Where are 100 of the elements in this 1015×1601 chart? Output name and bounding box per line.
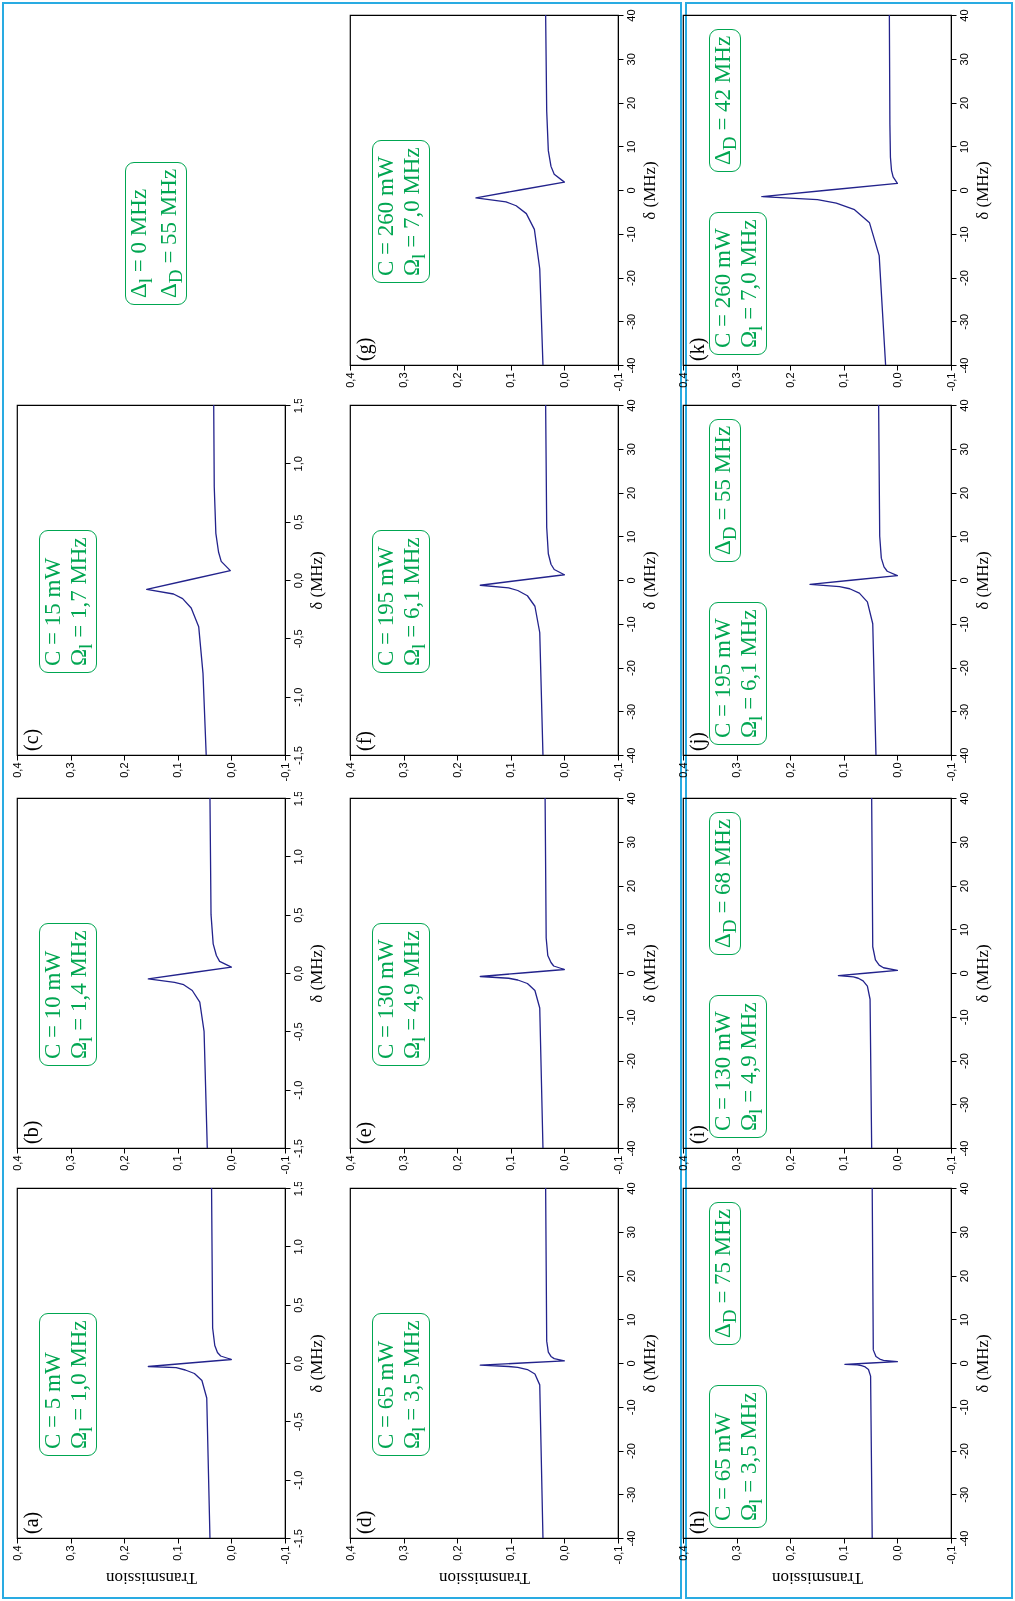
x-tick-label: 0,2	[450, 762, 463, 778]
line-series	[809, 404, 899, 756]
line-series	[147, 797, 233, 1149]
y-axis-title: δ (MHz)	[639, 551, 659, 610]
y-tick-label: 30	[624, 836, 637, 849]
x-tick-label: 0,1	[171, 762, 184, 778]
y-tick-label: 0	[957, 1360, 970, 1367]
x-tick-label: 0,2	[783, 762, 796, 778]
y-tick-label: -40	[957, 1530, 970, 1547]
x-tick-label: 0,3	[730, 1545, 743, 1561]
y-tick-label: 20	[957, 1269, 970, 1283]
x-tick-label: -0,1	[944, 1545, 957, 1565]
y-tick-label: -10	[957, 616, 970, 633]
y-tick-label: -1,0	[291, 1470, 304, 1490]
x-axis-title: Transmission	[438, 1568, 531, 1588]
x-tick-label: 0,1	[504, 1155, 517, 1171]
y-tick-label: -10	[624, 1399, 637, 1416]
annotation: C = 10 mW	[40, 949, 66, 1059]
x-tick-label: 0,0	[890, 762, 903, 778]
y-tick-label: -40	[957, 747, 970, 764]
y-tick-label: 30	[957, 53, 970, 66]
x-tick-label: 0,1	[504, 372, 517, 388]
x-tick-label: 0,0	[557, 762, 570, 778]
annotation: (e)	[353, 1121, 375, 1144]
y-tick-label: -30	[624, 1486, 637, 1503]
y-tick-label: 20	[957, 96, 970, 110]
x-tick-label: 0,4	[10, 1155, 23, 1171]
y-tick-label: 1,5	[291, 1180, 304, 1197]
x-tick-label: 0,2	[117, 1545, 130, 1561]
x-tick-label: 0,3	[397, 372, 410, 388]
x-tick-label: 0,4	[10, 1545, 23, 1561]
x-tick-label: 0,3	[730, 372, 743, 388]
annotation: (d)	[353, 1510, 375, 1534]
y-tick-label: 40	[624, 399, 637, 412]
x-tick-label: 0,0	[890, 372, 903, 388]
y-tick-label: 0	[624, 1360, 637, 1367]
x-tick-label: 0,3	[64, 762, 77, 778]
x-tick-label: -0,1	[611, 1155, 624, 1175]
x-tick-label: -0,1	[611, 1545, 624, 1565]
y-axis-title: δ (MHz)	[639, 944, 659, 1003]
y-tick-label: -40	[624, 747, 637, 764]
x-tick-label: 0,0	[224, 762, 237, 778]
line-series	[479, 404, 566, 756]
y-axis-title: δ (MHz)	[972, 551, 992, 610]
x-tick-label: 0,0	[557, 1545, 570, 1561]
x-tick-label: 0,2	[783, 372, 796, 388]
y-tick-label: 0,0	[291, 572, 304, 589]
y-tick-label: -20	[624, 660, 637, 676]
annotation: C = 5 mW	[40, 1351, 66, 1449]
x-tick-label: 0,4	[343, 1155, 356, 1171]
y-tick-label: -10	[624, 1009, 637, 1026]
y-tick-label: 20	[624, 879, 637, 893]
y-tick-label: -30	[957, 1486, 970, 1503]
x-tick-label: 0,1	[171, 1545, 184, 1561]
x-tick-label: 0,1	[504, 1545, 517, 1561]
y-tick-label: 30	[624, 1226, 637, 1239]
y-tick-label: -10	[957, 1009, 970, 1026]
line-series	[844, 1187, 899, 1539]
annotation: (h)	[686, 1510, 708, 1534]
annotation: (k)	[686, 337, 708, 361]
x-tick-label: 0,2	[450, 1155, 463, 1171]
x-tick-label: 0,2	[117, 1155, 130, 1171]
y-tick-label: -40	[624, 1530, 637, 1547]
y-tick-label: -10	[624, 616, 637, 633]
y-tick-label: 0,0	[291, 1355, 304, 1372]
y-tick-label: -20	[957, 1053, 970, 1069]
y-axis-title: δ (MHz)	[306, 1334, 326, 1393]
x-tick-label: 0,3	[730, 762, 743, 778]
x-tick-label: 0,0	[557, 1155, 570, 1171]
x-tick-label: 0,0	[224, 1155, 237, 1171]
y-tick-label: -30	[624, 703, 637, 720]
y-axis-title: δ (MHz)	[639, 1334, 659, 1393]
y-tick-label: 0	[624, 187, 637, 194]
y-tick-label: 40	[957, 9, 970, 22]
x-tick-label: 0,4	[343, 762, 356, 778]
annotation: C = 260 mW	[373, 155, 399, 276]
y-tick-label: -1,5	[291, 1529, 304, 1548]
y-tick-label: -20	[624, 1053, 637, 1069]
y-tick-label: -20	[957, 1443, 970, 1459]
y-tick-label: 40	[957, 399, 970, 412]
y-axis-title: δ (MHz)	[639, 161, 659, 220]
y-tick-label: 0,5	[291, 514, 304, 530]
y-tick-label: 0	[624, 577, 637, 584]
y-tick-label: -20	[624, 270, 637, 286]
y-tick-label: -1,0	[291, 687, 304, 707]
line-series	[761, 14, 899, 366]
x-tick-label: 0,4	[343, 1545, 356, 1561]
x-tick-label: 0,0	[224, 1545, 237, 1561]
annotation: (f)	[353, 731, 375, 751]
y-tick-label: 10	[624, 140, 637, 153]
y-axis-title: δ (MHz)	[972, 161, 992, 220]
x-tick-label: -0,1	[944, 762, 957, 782]
x-tick-label: -0,1	[278, 1545, 291, 1565]
y-tick-label: 40	[957, 792, 970, 805]
line-series	[147, 1187, 233, 1539]
x-tick-label: -0,1	[611, 372, 624, 392]
line-series	[837, 797, 899, 1149]
y-tick-label: 20	[624, 486, 637, 500]
x-tick-label: 0,3	[64, 1545, 77, 1561]
y-tick-label: -10	[624, 226, 637, 243]
